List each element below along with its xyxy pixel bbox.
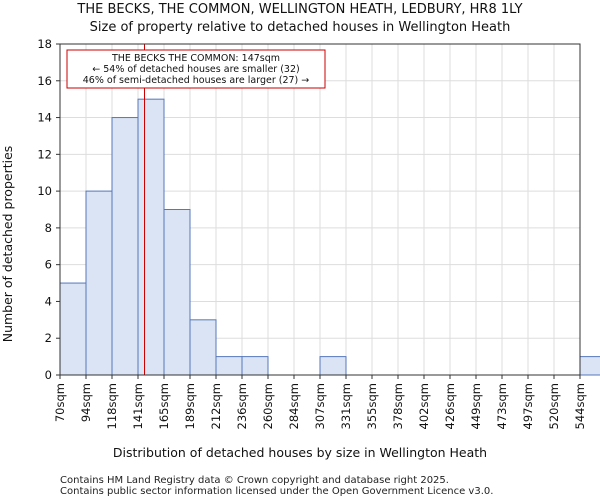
bar-212sqm [215,356,243,376]
plot-frame [59,43,581,376]
chart-subtitle: Size of property relative to detached ho… [90,20,511,35]
x-tick-label-20: 544sqm [573,383,587,429]
x-tick-label-16: 449sqm [469,383,483,429]
bar-189sqm [189,319,217,376]
x-tick-label-17: 473sqm [495,383,509,429]
x-tick-label-4: 165sqm [157,383,171,429]
y-tick-label-4: 8 [45,221,52,235]
x-tick-label-10: 307sqm [313,383,327,429]
x-tick-label-9: 284sqm [287,383,301,429]
bar-165sqm [163,209,191,376]
x-tick-label-8: 260sqm [261,383,275,429]
bar-70sqm [59,282,87,376]
x-tick-label-2: 118sqm [105,383,119,429]
bar-236sqm [241,356,269,376]
y-tick-label-7: 14 [37,111,52,125]
x-tick-label-14: 402sqm [417,383,431,429]
annotation-frame [66,49,326,89]
y-tick-label-1: 2 [45,331,52,345]
bar-94sqm [85,190,113,376]
annotation-line-1: THE BECKS THE COMMON: 147sqm [111,53,280,64]
x-tick-label-5: 189sqm [183,383,197,429]
y-axis-ticks: 0 2 4 6 8 10 12 14 16 18 [37,37,60,382]
x-tick-label-7: 236sqm [235,383,249,429]
y-tick-label-3: 6 [45,258,52,272]
x-tick-label-12: 355sqm [365,383,379,429]
x-tick-label-6: 212sqm [209,383,223,429]
x-tick-label-0: 70sqm [53,383,67,422]
bar-118sqm [111,117,139,376]
x-axis-ticks: 70sqm 94sqm 118sqm 141sqm 165sqm 189sqm 212sqm… [53,375,587,429]
footer-line-1: Contains HM Land Registry data © Crown c… [60,475,449,486]
y-tick-label-0: 0 [45,368,52,382]
y-tick-label-6: 12 [37,147,52,161]
bar-544sqm [579,356,600,376]
x-tick-label-19: 520sqm [547,383,561,429]
y-tick-label-9: 18 [37,37,52,51]
y-tick-label-8: 16 [37,74,52,88]
x-tick-label-1: 94sqm [79,383,93,422]
x-tick-label-13: 378sqm [391,383,405,429]
y-tick-label-2: 4 [45,294,52,308]
annotation-box: THE BECKS THE COMMON: 147sqm ← 54% of de… [66,49,326,89]
bar-141sqm [137,98,165,376]
x-tick-label-18: 497sqm [521,383,535,429]
x-axis-label: Distribution of detached houses by size … [113,445,487,460]
y-axis-label: Number of detached properties [0,146,15,343]
x-tick-label-11: 331sqm [339,383,353,429]
footer-line-2: Contains public sector information licen… [60,486,493,497]
y-tick-label-5: 10 [37,184,52,198]
x-tick-label-3: 141sqm [131,383,145,429]
bar-307sqm [319,356,347,376]
bars [59,98,600,376]
annotation-line-2: ← 54% of detached houses are smaller (32… [92,64,299,75]
annotation-line-3: 46% of semi-detached houses are larger (… [83,75,310,86]
x-tick-label-15: 426sqm [443,383,457,429]
chart-title: THE BECKS, THE COMMON, WELLINGTON HEATH,… [76,2,522,17]
